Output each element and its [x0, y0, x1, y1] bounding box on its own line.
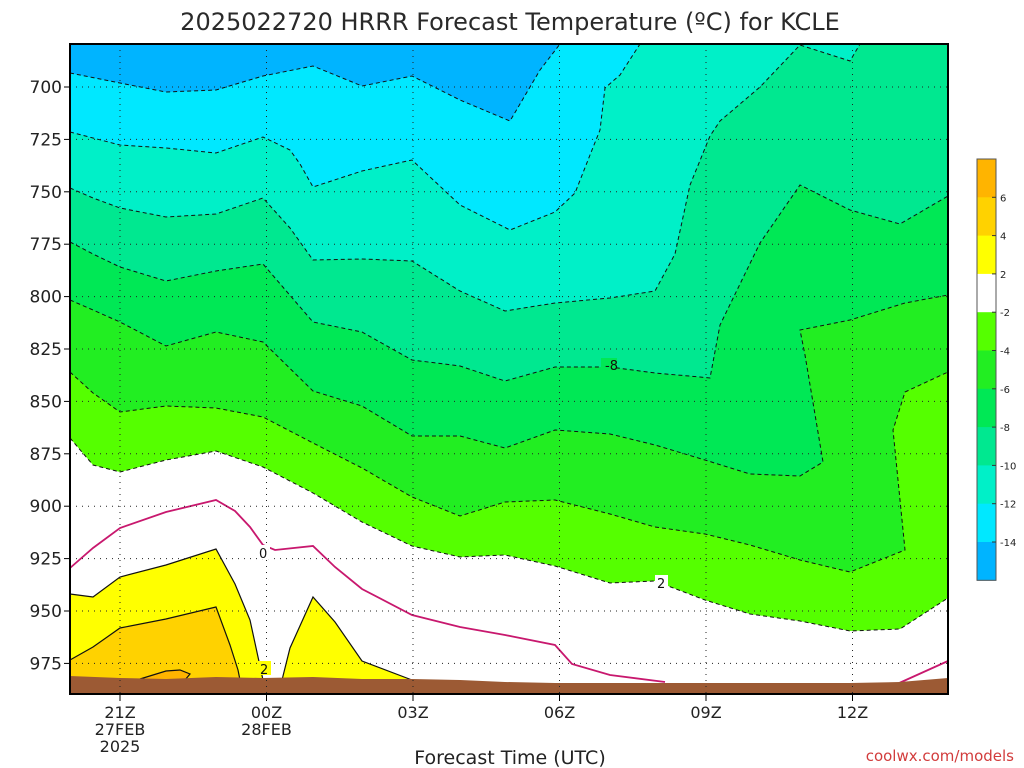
colorbar-tick-label: 6	[1000, 193, 1006, 204]
y-tick-label: 950	[30, 602, 62, 622]
x-tick-label: 2025	[100, 737, 141, 756]
band-4-6	[70, 607, 240, 680]
band-minus16-minus14	[70, 44, 560, 121]
x-tick-label: 27FEB	[95, 720, 146, 739]
x-tick-label: 03Z	[397, 703, 428, 722]
contour-label-2: 2	[260, 663, 268, 678]
colorbar-tick-label: -2	[1000, 308, 1010, 319]
label-bg-0	[257, 545, 270, 559]
colorbar-tick-label: -4	[1000, 347, 1010, 358]
y-tick-label: 725	[30, 130, 62, 150]
colorbar-bin	[977, 312, 996, 351]
y-tick-label: 875	[30, 445, 62, 465]
contour-label-minus8: -8	[605, 359, 618, 374]
y-tick-label: 900	[30, 497, 62, 517]
contour-label-0: 0	[259, 547, 267, 562]
y-tick-label: 850	[30, 392, 62, 412]
band-minus2-2	[70, 438, 948, 694]
colorbar-bin	[977, 235, 996, 275]
band-6-8	[140, 670, 190, 680]
y-tick-label: 800	[30, 288, 62, 308]
colorbar-tick-label: -14	[1000, 538, 1016, 549]
y-tick-label: 750	[30, 183, 62, 203]
colorbar-tick-label: -6	[1000, 385, 1010, 396]
colorbar-bin	[977, 273, 996, 313]
colorbar-bin	[977, 159, 996, 198]
positive-isotherms	[69, 548, 413, 681]
y-tick-label: 700	[30, 78, 62, 98]
label-bg-2	[655, 575, 668, 589]
label-bg-minus8	[601, 358, 617, 371]
x-axis-label: Forecast Time (UTC)	[414, 747, 605, 768]
colorbar-tick-label: -10	[1000, 461, 1016, 472]
ground	[70, 676, 948, 694]
label-bg-2b	[258, 661, 271, 675]
plot-area: -8 0 2 2	[69, 43, 949, 695]
chart-title: 2025022720 HRRR Forecast Temperature (ºC…	[180, 8, 840, 36]
colorbar-tick-label: 2	[1000, 270, 1006, 281]
colorbar-bin	[977, 465, 996, 505]
colorbar-bin	[977, 503, 996, 543]
x-tick-label: 09Z	[690, 703, 721, 722]
x-tick-label: 21Z	[104, 703, 135, 722]
negative-isotherms	[69, 43, 949, 632]
x-tick-label: 12Z	[837, 703, 868, 722]
y-tick-label: 775	[30, 235, 62, 255]
y-tick-label: 975	[30, 654, 62, 674]
colorbar-bin	[977, 350, 996, 390]
x-tick-label: 28FEB	[241, 720, 292, 739]
colorbar-tick-label: 4	[1000, 232, 1006, 243]
x-tick-label: 00Z	[251, 703, 282, 722]
y-tick-label: 825	[30, 340, 62, 360]
colorbar-bin	[977, 197, 996, 236]
colorbar-bin	[977, 427, 996, 466]
colorbar-tick-label: -8	[1000, 423, 1010, 434]
contour-label-2-dashed: 2	[657, 577, 665, 592]
colorbar-bin	[977, 542, 996, 581]
colorbar: 6 4 2 -2 -4 -6 -8 -10 -12 -14	[976, 158, 1016, 581]
freezing-isotherm	[69, 499, 949, 685]
grid	[70, 44, 948, 694]
y-tick-label: 925	[30, 550, 62, 570]
plot-frame	[69, 43, 949, 695]
colorbar-frame	[976, 158, 997, 581]
colorbar-tick-label: -12	[1000, 500, 1016, 511]
credit-text: coolwx.com/models	[866, 747, 1014, 765]
y-axis: 700 725 750 775 800 825 850 875 900 925 950 975	[30, 78, 70, 674]
colorbar-bin	[977, 388, 996, 428]
x-tick-label: 06Z	[544, 703, 575, 722]
